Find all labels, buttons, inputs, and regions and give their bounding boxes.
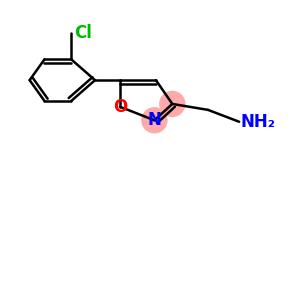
Circle shape (160, 92, 185, 116)
Text: Cl: Cl (74, 24, 92, 42)
Text: NH₂: NH₂ (241, 113, 276, 131)
Text: N: N (148, 111, 161, 129)
Circle shape (142, 108, 167, 133)
Text: O: O (113, 98, 127, 116)
